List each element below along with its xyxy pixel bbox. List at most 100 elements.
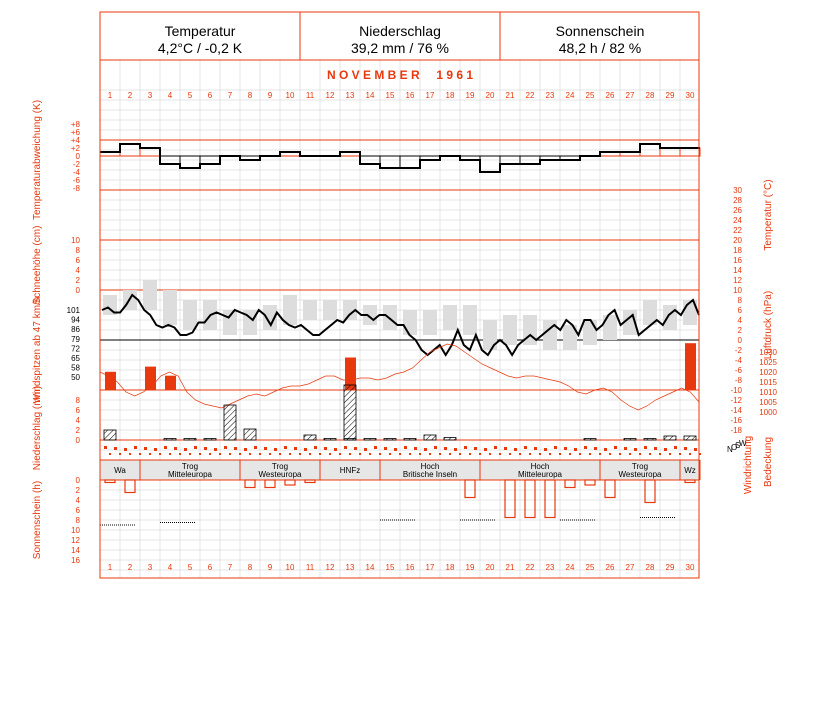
- day-label: 8: [248, 91, 253, 100]
- sunshine-bar: [464, 479, 476, 499]
- cloud-cover-dot: [159, 453, 161, 455]
- wind-direction-dot: [604, 448, 607, 451]
- cloud-cover-dot: [269, 453, 271, 455]
- cloud-cover-dot: [639, 453, 641, 455]
- temp-range-bar: [223, 310, 237, 335]
- wind-direction-dot: [244, 448, 247, 451]
- day-label: 9: [268, 563, 273, 572]
- wind-direction-dot: [224, 446, 227, 449]
- wind-direction-dot: [524, 446, 527, 449]
- wind-direction-dot: [264, 447, 267, 450]
- wind-direction-dot: [574, 448, 577, 451]
- precip-bar: [103, 429, 117, 441]
- pressure-tick: 1000: [759, 408, 777, 417]
- cloud-cover-dot: [409, 453, 411, 455]
- wind-direction-dot: [174, 447, 177, 450]
- temperature-tick: 16: [733, 256, 742, 265]
- wind-direction-dot: [484, 448, 487, 451]
- temp-anomaly-tick: 0: [76, 152, 81, 161]
- day-label: 20: [486, 91, 495, 100]
- temp-anomaly-bar: [399, 155, 421, 169]
- temperature-tick: 22: [733, 226, 742, 235]
- wind-tick: 86: [71, 325, 80, 334]
- temperature-tick: 8: [738, 296, 743, 305]
- cloud-cover-dot: [209, 453, 211, 455]
- day-label: 15: [386, 563, 395, 572]
- pressure-tick: 1015: [759, 378, 777, 387]
- sunshine-bar: [584, 479, 596, 486]
- temp-anomaly-tick: +4: [71, 136, 81, 145]
- wind-direction-tick: N: [727, 445, 733, 454]
- wind-direction-dot: [104, 446, 107, 449]
- day-label: 11: [306, 563, 315, 572]
- temperature-tick: 18: [733, 246, 742, 255]
- temp-range-bar: [263, 305, 277, 330]
- chart-frame: [99, 11, 700, 579]
- wind-direction-dot: [394, 448, 397, 451]
- summary-title: Temperatur: [165, 23, 236, 39]
- cloud-cover-dot: [129, 453, 131, 455]
- sunshine-bar: [504, 479, 516, 519]
- cloud-cover-dot: [689, 453, 691, 455]
- temp-range-bar: [443, 305, 457, 330]
- wind-direction-dot: [664, 448, 667, 451]
- temp-range-bar: [503, 315, 517, 345]
- wind-direction-dot: [334, 448, 337, 451]
- summary-title: Sonnenschein: [556, 23, 645, 39]
- pressure-tick: 1025: [759, 358, 777, 367]
- sunshine-bar: [604, 479, 616, 499]
- cloud-cover-dot: [469, 453, 471, 455]
- weather-type-sublabel: Mitteleuropa: [518, 470, 563, 479]
- wind-direction-tick: S: [735, 441, 740, 450]
- day-label: 30: [686, 563, 695, 572]
- cloud-cover-dot: [429, 453, 431, 455]
- day-label: 4: [168, 91, 173, 100]
- temp-range-bar: [483, 320, 497, 350]
- cloud-cover-dot: [289, 453, 291, 455]
- cloud-cover-dot: [629, 453, 631, 455]
- day-label: 22: [526, 563, 535, 572]
- day-label: 3: [148, 563, 153, 572]
- cloud-cover-dot: [549, 453, 551, 455]
- cloud-cover-dot: [509, 453, 511, 455]
- wind-direction-dot: [684, 447, 687, 450]
- cloud-cover-dot: [399, 453, 401, 455]
- day-label: 8: [248, 563, 253, 572]
- wind-gust-bar: [165, 375, 176, 390]
- cloud-cover-dot: [229, 453, 231, 455]
- wind-direction-dot: [654, 447, 657, 450]
- day-label: 21: [506, 91, 515, 100]
- cloud-cover-dot: [169, 453, 171, 455]
- wind-direction-dot: [164, 446, 167, 449]
- wind-direction-dot: [424, 448, 427, 451]
- snow-tick: 0: [76, 286, 81, 295]
- temp-anomaly-tick: -6: [73, 176, 81, 185]
- precip-bar: [183, 438, 197, 441]
- cloud-cover-dot: [299, 453, 301, 455]
- wind-direction-axis-title: Windrichtung: [743, 436, 754, 494]
- precip-bar: [363, 438, 377, 441]
- day-label: 28: [646, 563, 655, 572]
- wind-direction-dot: [134, 446, 137, 449]
- wind-direction-dot: [364, 448, 367, 451]
- day-label: 5: [188, 91, 193, 100]
- cloud-cover-dot: [309, 453, 311, 455]
- precip-bar: [203, 438, 217, 441]
- day-label: 1: [108, 563, 113, 572]
- wind-direction-dot: [214, 448, 217, 451]
- day-label: 24: [566, 91, 575, 100]
- temperature-tick: 28: [733, 196, 742, 205]
- temperature-tick: 14: [733, 266, 742, 275]
- temperature-line: [101, 293, 700, 357]
- cloud-cover-dot: [569, 453, 571, 455]
- day-label: 2: [128, 563, 133, 572]
- snow-tick: 8: [76, 246, 81, 255]
- cloud-cover-dot: [579, 453, 581, 455]
- wind-direction-dot: [514, 448, 517, 451]
- day-label: 16: [406, 563, 415, 572]
- wind-axis-title: Windspitzen ab 47 km/h: [32, 297, 43, 404]
- cloud-cover-dot: [369, 453, 371, 455]
- wind-tick: 79: [71, 335, 80, 344]
- day-label: 12: [326, 563, 335, 572]
- temp-range-bar: [323, 300, 337, 320]
